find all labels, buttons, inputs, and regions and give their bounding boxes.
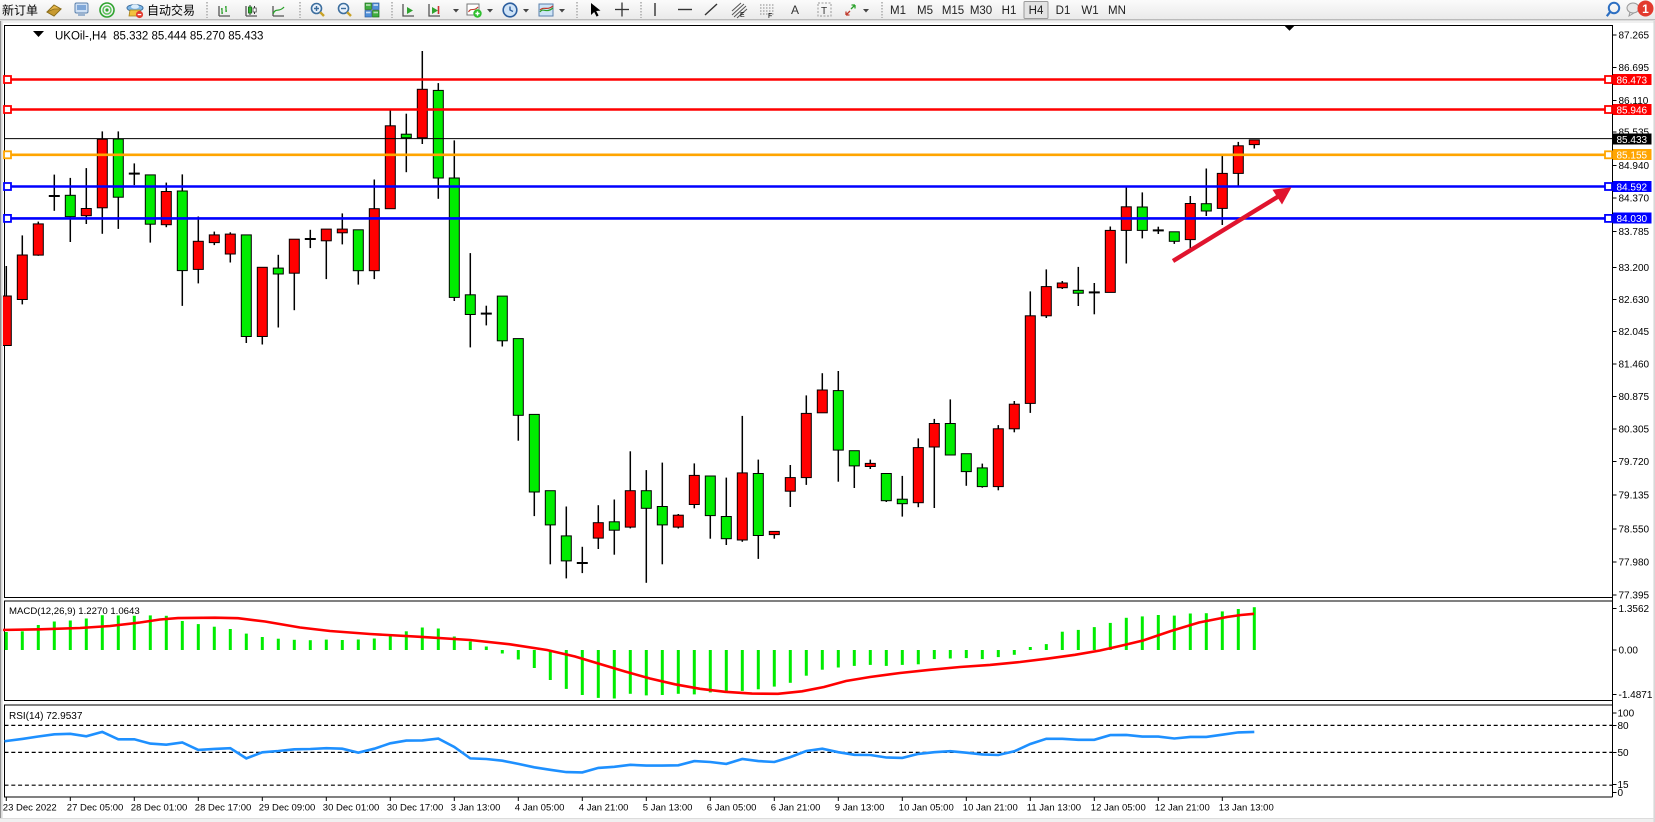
svg-text:11 Jan 13:00: 11 Jan 13:00 <box>1027 803 1081 814</box>
svg-text:82.045: 82.045 <box>1619 327 1650 338</box>
svg-text:H4: H4 <box>1029 5 1044 17</box>
svg-text:78.550: 78.550 <box>1619 525 1650 536</box>
svg-text:85.155: 85.155 <box>1617 150 1648 161</box>
svg-text:M5: M5 <box>917 5 933 17</box>
svg-text:84.370: 84.370 <box>1619 194 1650 205</box>
svg-text:85.433: 85.433 <box>1617 135 1648 146</box>
svg-text:50: 50 <box>1618 748 1630 759</box>
svg-text:85.946: 85.946 <box>1617 105 1648 116</box>
svg-text:79.135: 79.135 <box>1619 491 1650 502</box>
svg-text:6 Jan 21:00: 6 Jan 21:00 <box>771 803 821 814</box>
svg-text:81.460: 81.460 <box>1619 360 1650 371</box>
svg-text:80.305: 80.305 <box>1619 425 1650 436</box>
svg-text:3 Jan 13:00: 3 Jan 13:00 <box>451 803 501 814</box>
svg-text:28 Dec 01:00: 28 Dec 01:00 <box>131 803 188 814</box>
svg-text:82.630: 82.630 <box>1619 295 1650 306</box>
svg-text:23 Dec 2022: 23 Dec 2022 <box>3 803 57 814</box>
svg-text:86.695: 86.695 <box>1619 63 1650 74</box>
svg-text:84.592: 84.592 <box>1617 182 1648 193</box>
svg-text:M30: M30 <box>970 5 992 17</box>
svg-text:79.720: 79.720 <box>1619 457 1650 468</box>
svg-text:15: 15 <box>1618 780 1630 791</box>
svg-text:30 Dec 01:00: 30 Dec 01:00 <box>323 803 380 814</box>
svg-text:10 Jan 05:00: 10 Jan 05:00 <box>899 803 954 814</box>
svg-text:M1: M1 <box>890 5 906 17</box>
svg-text:86.110: 86.110 <box>1619 96 1649 107</box>
svg-text:9 Jan 13:00: 9 Jan 13:00 <box>835 803 885 814</box>
svg-text:86.473: 86.473 <box>1617 75 1648 86</box>
svg-text:-1.4871: -1.4871 <box>1619 690 1653 701</box>
svg-text:新订单: 新订单 <box>2 3 38 18</box>
svg-text:4 Jan 05:00: 4 Jan 05:00 <box>515 803 565 814</box>
svg-text:M15: M15 <box>942 5 964 17</box>
svg-text:77.980: 77.980 <box>1619 558 1650 569</box>
svg-text:UKOil-,H4 85.332 85.444 85.27: UKOil-,H4 85.332 85.444 85.270 85.433 <box>55 31 263 43</box>
svg-text:28 Dec 17:00: 28 Dec 17:00 <box>195 803 252 814</box>
svg-text:A: A <box>791 3 799 17</box>
svg-text:W1: W1 <box>1081 5 1098 17</box>
svg-text:10 Jan 21:00: 10 Jan 21:00 <box>963 803 1018 814</box>
svg-text:80: 80 <box>1618 721 1630 732</box>
svg-text:27 Dec 05:00: 27 Dec 05:00 <box>67 803 124 814</box>
svg-text:5 Jan 13:00: 5 Jan 13:00 <box>643 803 693 814</box>
svg-text:6 Jan 05:00: 6 Jan 05:00 <box>707 803 757 814</box>
svg-text:0: 0 <box>1618 788 1624 799</box>
svg-text:RSI(14) 72.9537: RSI(14) 72.9537 <box>9 711 83 722</box>
svg-text:4 Jan 21:00: 4 Jan 21:00 <box>579 803 629 814</box>
svg-text:MN: MN <box>1108 5 1126 17</box>
svg-text:85.535: 85.535 <box>1619 128 1650 139</box>
svg-text:30 Dec 17:00: 30 Dec 17:00 <box>387 803 444 814</box>
svg-text:T: T <box>821 6 827 17</box>
svg-text:1.3562: 1.3562 <box>1619 604 1650 615</box>
svg-text:100: 100 <box>1618 709 1635 720</box>
svg-text:29 Dec 09:00: 29 Dec 09:00 <box>259 803 316 814</box>
svg-text:83.785: 83.785 <box>1619 227 1650 238</box>
svg-text:D1: D1 <box>1056 5 1071 17</box>
svg-text:MACD(12,26,9) 1.2270 1.0643: MACD(12,26,9) 1.2270 1.0643 <box>9 606 140 617</box>
svg-text:自动交易: 自动交易 <box>147 3 195 18</box>
svg-text:0.00: 0.00 <box>1619 646 1639 657</box>
svg-text:84.030: 84.030 <box>1617 214 1648 225</box>
svg-text:1: 1 <box>1642 2 1649 16</box>
svg-text:F: F <box>768 13 772 20</box>
svg-text:13 Jan 13:00: 13 Jan 13:00 <box>1219 803 1274 814</box>
svg-text:12 Jan 21:00: 12 Jan 21:00 <box>1155 803 1210 814</box>
svg-text:84.940: 84.940 <box>1619 161 1650 172</box>
svg-text:80.875: 80.875 <box>1619 392 1650 403</box>
svg-text:H1: H1 <box>1002 5 1017 17</box>
svg-text:12 Jan 05:00: 12 Jan 05:00 <box>1091 803 1146 814</box>
svg-text:E: E <box>740 12 745 19</box>
svg-text:87.265: 87.265 <box>1619 31 1650 42</box>
svg-text:83.200: 83.200 <box>1619 263 1650 274</box>
svg-text:77.395: 77.395 <box>1619 591 1650 602</box>
